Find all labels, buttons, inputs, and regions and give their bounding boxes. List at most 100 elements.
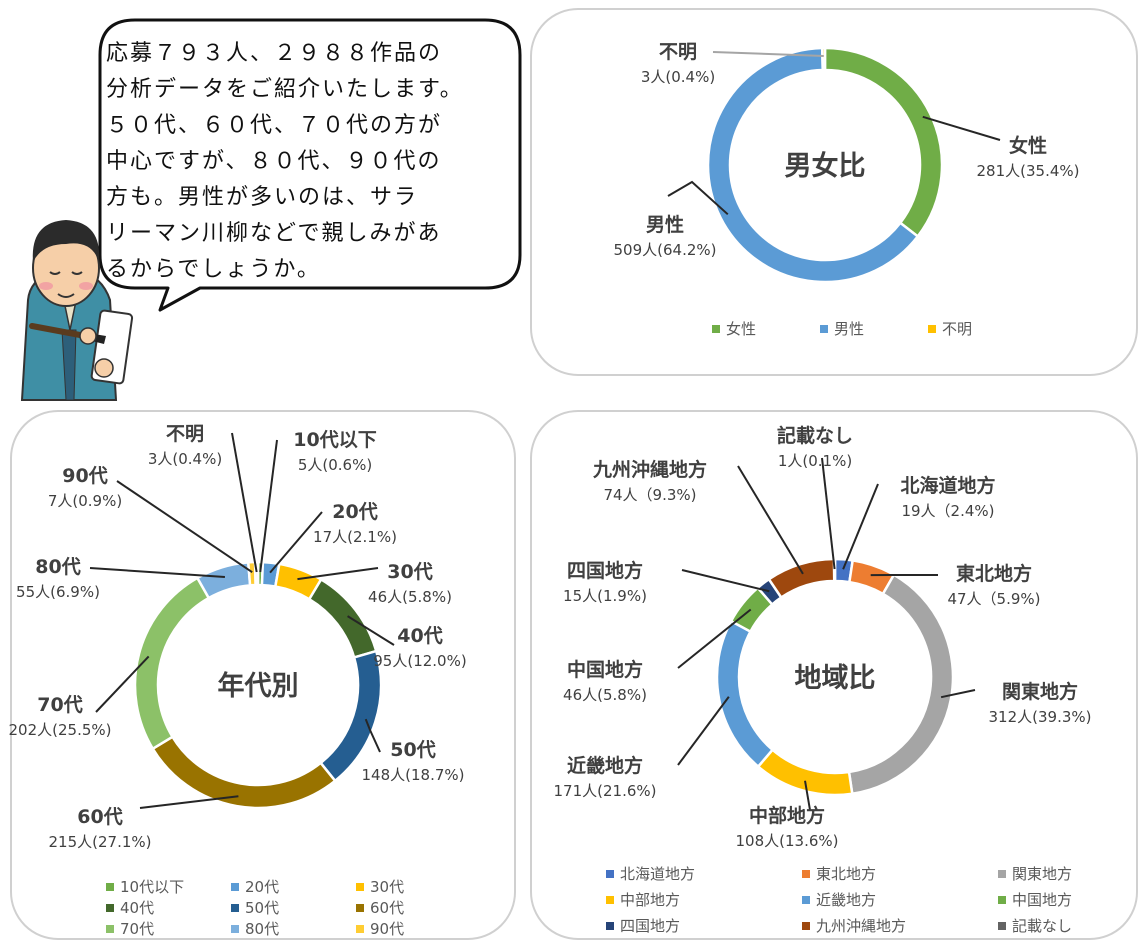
age-category-label: 不明 <box>166 423 204 445</box>
age-legend-label: 30代 <box>370 878 404 896</box>
age-legend-label: 20代 <box>245 878 279 896</box>
age-legend-label: 60代 <box>370 899 404 917</box>
region-legend-swatch <box>606 896 614 904</box>
region-category-label: 北海道地方 <box>900 474 995 497</box>
age-slice <box>151 735 337 810</box>
age-leader-line <box>116 480 253 573</box>
age-legend-swatch <box>356 904 364 912</box>
bubble-line: るからでしょうか。 <box>106 257 321 282</box>
region-category-label: 四国地方 <box>567 559 643 582</box>
gender-legend-label: 女性 <box>726 320 756 338</box>
age-slice <box>195 561 252 600</box>
bubble-line: 方も。男性が多いのは、サラ <box>106 185 419 210</box>
region-leader-line <box>821 457 836 570</box>
region-legend-swatch <box>802 870 810 878</box>
age-legend-label: 10代以下 <box>120 878 184 896</box>
bubble-line: 応募７９３人、２９８８作品の <box>106 41 443 66</box>
region-category-label: 九州沖縄地方 <box>592 458 707 481</box>
region-leader-line <box>677 608 752 669</box>
age-value-label: 202人(25.5%) <box>9 721 112 739</box>
age-legend-label: 70代 <box>120 920 154 938</box>
gender-value-label: 509人(64.2%) <box>614 241 717 259</box>
region-value-label: 108人(13.6%) <box>736 832 839 850</box>
region-slice <box>756 748 854 797</box>
bubble-line: 中心ですが、８０代、９０代の <box>106 149 442 174</box>
region-leader-line <box>737 465 804 575</box>
region-value-label: 171人(21.6%) <box>554 782 657 800</box>
region-leader-line <box>842 483 879 570</box>
age-leader-line <box>139 795 239 809</box>
age-legend-swatch <box>356 883 364 891</box>
age-category-label: 90代 <box>62 465 107 487</box>
gender-legend-swatch <box>712 325 720 333</box>
gender-center-title: 男女比 <box>785 150 866 182</box>
age-slice <box>318 649 383 783</box>
region-category-label: 近畿地方 <box>567 754 643 777</box>
age-legend-swatch <box>356 925 364 933</box>
age-category-label: 70代 <box>37 694 82 716</box>
region-value-label: 46人(5.8%) <box>563 686 647 704</box>
region-value-label: 19人（2.4%) <box>901 502 994 520</box>
region-legend-label: 中国地方 <box>1012 891 1072 909</box>
age-category-label: 30代 <box>387 561 432 583</box>
bubble-line: ５０代、６０代、７０代の方が <box>106 113 443 138</box>
poet-illustration <box>20 220 134 401</box>
region-center-title: 地域比 <box>795 663 876 694</box>
age-category-label: 50代 <box>390 739 435 761</box>
region-legend-swatch <box>998 922 1006 930</box>
age-value-label: 46人(5.8%) <box>368 588 452 606</box>
age-category-label: 60代 <box>77 806 122 828</box>
region-category-label: 中部地方 <box>749 804 825 827</box>
age-category-label: 10代以下 <box>293 429 376 451</box>
region-legend-swatch <box>606 870 614 878</box>
age-center-title: 年代別 <box>218 670 299 702</box>
age-legend-swatch <box>106 925 114 933</box>
region-legend-label: 近畿地方 <box>816 891 876 909</box>
age-legend-label: 50代 <box>245 899 279 917</box>
gender-category-label: 女性 <box>1009 134 1047 157</box>
region-leader-line <box>677 696 730 766</box>
region-slice <box>715 619 775 769</box>
region-legend-swatch <box>802 896 810 904</box>
gender-value-label: 3人(0.4%) <box>641 68 715 86</box>
age-legend-swatch <box>106 883 114 891</box>
region-ratio-panel <box>530 410 1138 940</box>
gender-leader-line <box>922 115 1001 141</box>
age-category-label: 80代 <box>35 556 80 578</box>
age-value-label: 17人(2.1%) <box>313 528 397 546</box>
age-group-panel <box>10 410 516 940</box>
gender-value-label: 281人(35.4%) <box>977 162 1080 180</box>
age-category-label: 20代 <box>332 501 377 523</box>
region-legend-swatch <box>998 896 1006 904</box>
region-value-label: 1人(0.1%) <box>778 452 852 470</box>
age-legend-label: 80代 <box>245 920 279 938</box>
region-value-label: 15人(1.9%) <box>563 587 647 605</box>
gender-legend-label: 不明 <box>942 320 972 338</box>
age-legend-label: 90代 <box>370 920 404 938</box>
region-leader-line <box>804 780 811 811</box>
gender-legend-swatch <box>820 325 828 333</box>
region-legend-label: 関東地方 <box>1012 865 1072 883</box>
age-leader-line <box>259 439 278 573</box>
region-category-label: 中国地方 <box>567 658 643 681</box>
region-slice <box>767 557 836 600</box>
age-value-label: 5人(0.6%) <box>298 456 372 474</box>
region-legend-label: 記載なし <box>1012 917 1072 935</box>
gender-slice <box>823 46 944 239</box>
age-value-label: 95人(12.0%) <box>373 652 466 670</box>
age-legend-swatch <box>231 904 239 912</box>
gender-slice <box>706 46 920 284</box>
region-category-label: 東北地方 <box>956 562 1032 585</box>
age-value-label: 7人(0.9%) <box>48 492 122 510</box>
bubble-line: リーマン川柳などで親しみがあ <box>106 221 442 246</box>
age-slice <box>133 576 211 751</box>
age-legend-swatch <box>106 904 114 912</box>
region-category-label: 関東地方 <box>1002 680 1078 703</box>
region-legend-swatch <box>606 922 614 930</box>
age-legend-swatch <box>231 883 239 891</box>
age-leader-line <box>89 567 225 578</box>
region-legend-swatch <box>802 922 810 930</box>
age-value-label: 148人(18.7%) <box>362 766 465 784</box>
region-leader-line <box>940 689 976 699</box>
